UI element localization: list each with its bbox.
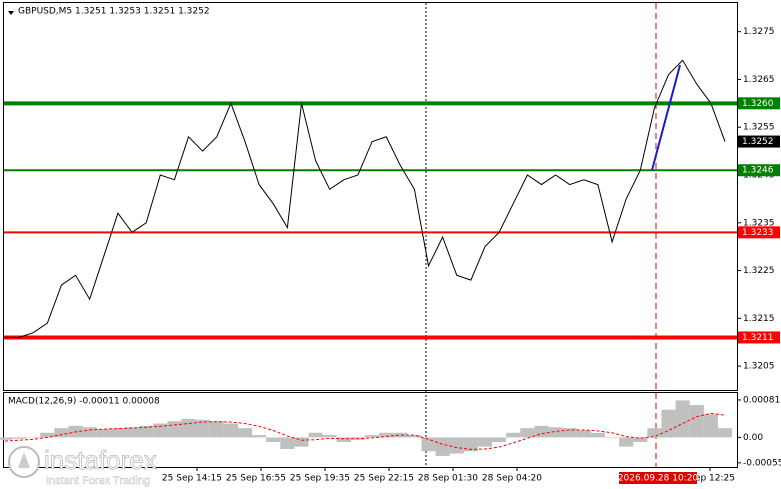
macd-bar [110,428,125,438]
macd-bar [280,437,295,449]
chart-title: GBPUSD,M5 1.3251 1.3253 1.3251 1.3252 [18,7,210,17]
macd-bar [393,432,408,438]
level-label: 1.3246 [742,166,774,176]
x-tick-label: 25 Sep 14:15 [162,474,222,484]
macd-title: MACD(12,26,9) -0.00011 0.00008 [8,397,160,407]
macd-bar [619,437,634,447]
x-tick-label: 28 Sep 01:30 [418,474,478,484]
macd-bar [139,425,154,438]
level-tag [738,164,780,177]
macd-bar [125,427,140,438]
macd-bar [703,414,718,438]
macd-bar [717,428,733,438]
title-arrow [8,11,14,15]
macd-bar [590,432,605,438]
macd-bar [40,432,55,438]
macd-bar [82,427,97,438]
macd-bar [365,435,380,438]
y-tick-label: 1.3215 [743,314,775,324]
macd-bar [689,405,704,438]
macd-bar [379,432,394,438]
x-tick-label: 28 Sep 04:20 [482,474,542,484]
macd-bar [181,418,196,438]
level-label: 1.3260 [742,99,774,109]
macd-bar [26,437,41,438]
logo-text: instaforex [44,445,157,475]
macd-bar [336,437,351,443]
y-tick-label: 1.3265 [743,75,775,85]
macd-bar [195,419,210,438]
current-price-label: 1.3252 [742,137,774,147]
macd-bar [421,437,436,452]
level-tag [738,331,780,344]
trend-line [651,64,681,171]
macd-bar [0,437,13,440]
price-panel [3,2,738,391]
macd-bar [12,437,27,439]
macd-bar [576,430,591,438]
macd-bar [449,437,464,454]
macd-bar [675,400,690,438]
level-tag [738,97,780,110]
macd-bar [647,428,662,438]
macd-bar [548,427,563,438]
cursor-tag [619,472,697,484]
macd-bar [435,437,450,456]
macd-bar [252,435,267,438]
cursor-label: 2026.09.28 10:20 [618,474,699,484]
signal-line [4,412,726,450]
logo-shape [18,452,30,468]
macd-bar [506,432,521,438]
logo-tagline: Instant Forex Trading [46,475,150,487]
macd-bar [477,437,493,447]
y-tick-label: 1.3235 [743,218,775,228]
macd-bar [209,421,224,438]
macd-bar [407,435,422,438]
current-price-tag [738,135,780,148]
y-tick-label: 1.3225 [743,266,775,276]
macd-tick-label: 0.00 [743,433,763,443]
macd-bar [237,428,253,438]
macd-bar [308,432,323,438]
y-tick-label: 1.3275 [743,27,775,37]
x-tick-label: 28 Sep 12:25 [675,474,735,484]
macd-bar [534,425,549,438]
price-line [5,59,726,338]
macd-bar [54,428,69,438]
y-tick-label: 1.3255 [743,123,775,133]
x-tick-label: 25 Sep 16:55 [226,474,286,484]
macd-bar [322,435,337,438]
macd-bar [223,423,238,438]
macd-panel [3,392,738,468]
macd-bar [605,437,620,438]
macd-bar [463,437,478,452]
macd-bar [562,428,577,438]
logo: instaforex Instant Forex Trading [8,444,157,487]
level-label: 1.3233 [742,228,774,238]
macd-bar [633,437,648,443]
macd-bar [520,428,535,438]
macd-bar [492,437,507,443]
macd-bar [266,437,281,443]
macd-bar [96,429,111,438]
macd-tick-label: -0.00055 [743,458,781,468]
y-tick-label: 1.3205 [743,362,775,372]
x-tick-label: 25 Sep 19:35 [290,474,350,484]
macd-bar [661,409,676,438]
macd-tick-label: 0.00081 [743,395,780,405]
level-label: 1.3211 [742,333,774,343]
macd-bar [167,421,182,438]
level-tag [738,226,780,239]
x-tick-label: 25 Sep 22:15 [354,474,414,484]
macd-bar [294,437,309,447]
